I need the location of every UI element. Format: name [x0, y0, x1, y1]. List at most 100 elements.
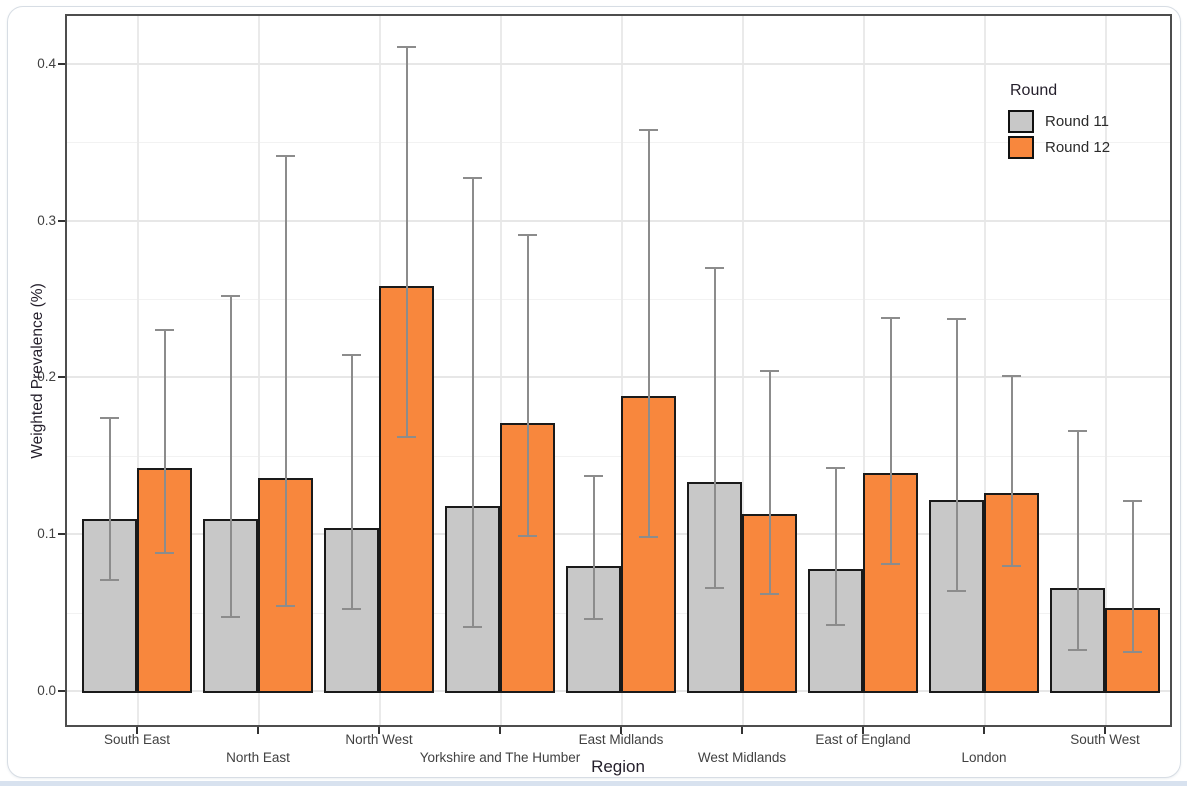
x-tick	[257, 727, 259, 734]
legend-item-round-11: Round 11	[1008, 110, 1110, 133]
errorbar-round-12-east-of-england	[889, 317, 892, 564]
x-tick	[983, 727, 985, 734]
errorbar-round-11-north-east	[229, 295, 232, 618]
x-tick	[136, 727, 138, 734]
errorbar-round-11-north-west-bottom	[342, 608, 361, 611]
errorbar-round-12-london-bottom	[1002, 564, 1021, 567]
gridline-vertical	[500, 14, 502, 727]
page-bottom-strip	[0, 781, 1187, 786]
y-tick-label: 0.2	[37, 369, 56, 385]
gridline-vertical	[984, 14, 986, 727]
errorbar-round-11-west-midlands	[713, 267, 716, 588]
errorbar-round-12-yorkshire-and-the-humber-top	[518, 233, 537, 236]
y-tick	[58, 62, 65, 65]
errorbar-round-12-south-east-bottom	[155, 552, 174, 555]
errorbar-round-11-south-west	[1076, 430, 1079, 651]
y-tick-label: 0.4	[37, 55, 56, 71]
legend-label-round-12: Round 12	[1045, 139, 1111, 156]
errorbar-round-11-south-west-bottom	[1068, 649, 1087, 652]
errorbar-round-12-north-east	[284, 156, 287, 607]
gridline-major	[65, 219, 1172, 222]
x-tick	[1104, 727, 1106, 734]
errorbar-round-11-north-west	[350, 355, 353, 610]
x-tick-label: South West	[1070, 732, 1140, 747]
errorbar-round-12-east-midlands-bottom	[639, 536, 658, 539]
errorbar-round-11-west-midlands-top	[705, 266, 724, 269]
y-tick-label: 0.3	[37, 212, 56, 228]
gridline-vertical	[863, 14, 865, 727]
errorbar-round-12-south-west-bottom	[1123, 650, 1142, 653]
errorbar-round-11-north-east-bottom	[221, 616, 240, 619]
gridline-major	[65, 533, 1172, 536]
errorbar-round-11-east-of-england-bottom	[826, 624, 845, 627]
bar-round-12-north-west	[379, 286, 434, 693]
errorbar-round-11-north-east-top	[221, 294, 240, 297]
errorbar-round-12-west-midlands-bottom	[760, 592, 779, 595]
errorbar-round-12-north-east-top	[276, 155, 295, 158]
errorbar-round-12-east-midlands-top	[639, 128, 658, 131]
gridline-minor	[65, 455, 1172, 457]
errorbar-round-12-london	[1010, 375, 1013, 566]
x-tick	[499, 727, 501, 734]
errorbar-round-11-south-east	[108, 418, 111, 580]
legend-item-round-12: Round 12	[1008, 136, 1110, 159]
errorbar-round-12-north-west-bottom	[397, 435, 416, 438]
errorbar-round-12-north-west-top	[397, 45, 416, 48]
errorbar-round-12-west-midlands	[768, 371, 771, 594]
errorbar-round-11-west-midlands-bottom	[705, 586, 724, 589]
errorbar-round-12-north-west	[405, 46, 408, 437]
errorbar-round-11-north-west-top	[342, 354, 361, 357]
x-tick	[620, 727, 622, 734]
legend-swatch-round-11	[1008, 110, 1034, 133]
x-tick-label: North East	[226, 750, 290, 765]
legend-label-round-11: Round 11	[1045, 113, 1109, 130]
errorbar-round-12-east-midlands	[647, 129, 650, 538]
errorbar-round-11-yorkshire-and-the-humber	[471, 178, 474, 627]
gridline-major	[65, 376, 1172, 379]
y-tick	[58, 533, 65, 536]
x-tick-label: East Midlands	[578, 732, 664, 747]
errorbar-round-11-south-east-bottom	[100, 578, 119, 581]
errorbar-round-12-yorkshire-and-the-humber-bottom	[518, 534, 537, 537]
y-tick	[58, 219, 65, 222]
x-tick-label: South East	[103, 732, 171, 747]
errorbar-round-12-south-west	[1131, 501, 1134, 652]
x-tick-label: Yorkshire and The Humber	[419, 750, 581, 765]
y-tick	[58, 376, 65, 379]
x-tick	[741, 727, 743, 734]
x-tick	[378, 727, 380, 734]
errorbar-round-11-london	[955, 319, 958, 591]
errorbar-round-11-east-of-england	[834, 468, 837, 626]
errorbar-round-12-london-top	[1002, 374, 1021, 377]
x-tick	[862, 727, 864, 734]
x-tick-label: East of England	[815, 732, 911, 747]
errorbar-round-11-east-midlands	[592, 476, 595, 619]
x-axis-title: Region	[591, 757, 645, 776]
gridline-vertical	[137, 14, 139, 727]
gridline-vertical	[258, 14, 260, 727]
x-tick-label: London	[961, 750, 1007, 765]
errorbar-round-12-south-east	[163, 330, 166, 553]
legend-title: Round	[1010, 82, 1058, 99]
plot-panel-border	[65, 14, 1172, 727]
x-tick-label: North West	[345, 732, 413, 747]
errorbar-round-12-south-west-top	[1123, 500, 1142, 503]
gridline-vertical	[742, 14, 744, 727]
errorbar-round-12-east-of-england-top	[881, 316, 900, 319]
gridline-vertical	[621, 14, 623, 727]
errorbar-round-11-yorkshire-and-the-humber-bottom	[463, 625, 482, 628]
errorbar-round-12-yorkshire-and-the-humber	[526, 234, 529, 536]
y-axis-title: Weighted Prevalence (%)	[29, 283, 46, 459]
gridline-minor	[65, 142, 1172, 144]
errorbar-round-11-east-midlands-bottom	[584, 617, 603, 620]
errorbar-round-11-london-bottom	[947, 589, 966, 592]
gridline-major	[65, 62, 1172, 65]
legend: Round Round 11 Round 12	[1008, 82, 1110, 162]
errorbar-round-12-west-midlands-top	[760, 370, 779, 373]
errorbar-round-12-south-east-top	[155, 329, 174, 332]
bar-round-11-east-midlands	[566, 565, 621, 693]
errorbar-round-11-south-west-top	[1068, 429, 1087, 432]
y-tick-label: 0.0	[37, 683, 56, 698]
errorbar-round-11-east-midlands-top	[584, 475, 603, 478]
